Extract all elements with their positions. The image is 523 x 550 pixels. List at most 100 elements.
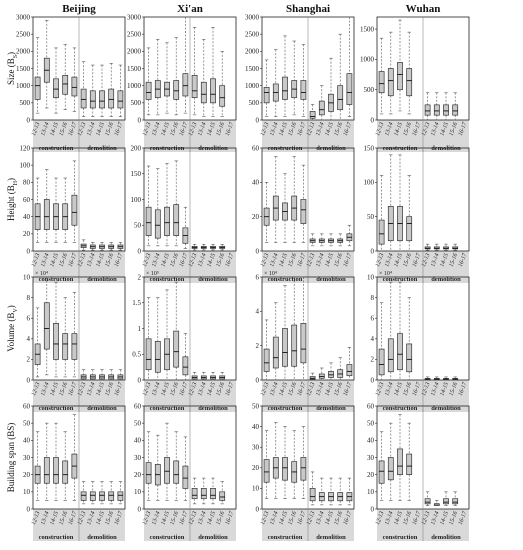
ytick-label-1-1-0: 0 [138, 247, 142, 255]
box-0-1-construction-4 [182, 16, 189, 114]
box-1-0-construction-4 [71, 160, 78, 243]
xtick-label-0-2-construction-3: 15-16 [288, 122, 298, 137]
box-1-1-construction-1 [154, 168, 161, 247]
box-2-2-construction-2 [282, 285, 288, 381]
box-2-2-demolition-3 [337, 357, 344, 381]
box-0-3-demolition-1 [433, 92, 440, 121]
box-1-0-demolition-3 [108, 242, 115, 251]
xtick-label-0-0-construction-1: 13-14 [39, 121, 50, 137]
multiplier-2-3: × 10⁴ [379, 271, 392, 277]
ytick-label-0-2-1: 500 [249, 99, 260, 107]
box-1-2-construction-2 [282, 173, 288, 243]
xtick-label-3-2-construction-1: 13-14 [268, 510, 279, 526]
ytick-label-1-0-6: 120 [20, 144, 31, 152]
xtick-label-2-1-demolition-4: 16-17 [225, 381, 236, 397]
box-1-3-construction-3 [406, 175, 413, 252]
group-label-construction-2-0: construction [39, 405, 74, 412]
box-1-2-construction-3 [291, 156, 298, 243]
box-body-0-1-construction-3 [173, 80, 180, 100]
box-0-2-construction-0 [263, 59, 270, 117]
xtick-label-1-1-construction-4: 16-17 [179, 252, 190, 268]
xtick-label-0-2-demolition-3: 15-16 [334, 122, 344, 137]
xtick-label-3-0-construction-4: 16-17 [68, 510, 79, 526]
box-body-1-0-construction-4 [71, 194, 78, 226]
box-body-2-2-construction-4 [300, 323, 307, 364]
ytick-label-3-3-5: 50 [367, 419, 375, 427]
box-2-1-construction-2 [164, 289, 170, 381]
xtick-label-3-2-construction-0: 12-13 [260, 511, 270, 526]
box-3-1-construction-0 [145, 431, 152, 501]
ytick-label-0-0-0: 0 [27, 116, 31, 124]
box-1-1-demolition-0 [191, 244, 198, 251]
ytick-label-1-1-4: 200 [131, 144, 142, 152]
box-1-0-construction-2 [53, 177, 59, 243]
xtick-label-3-2-construction-3: 15-16 [288, 511, 298, 526]
box-body-2-0-construction-4 [71, 333, 78, 360]
box-3-2-demolition-2 [328, 477, 334, 506]
box-2-1-construction-1 [154, 297, 161, 381]
box-0-2-demolition-1 [318, 85, 325, 121]
xtick-label-0-0-construction-4: 16-17 [68, 121, 79, 137]
box-body-0-3-demolition-3 [452, 104, 459, 116]
group-label-construction-2-2: construction [268, 405, 303, 412]
box-body-3-1-construction-2 [164, 457, 170, 484]
group-label-demolition-2-2: demolition [316, 405, 346, 412]
box-2-3-construction-1 [387, 281, 394, 381]
row-ylabel-sub-1: H [13, 180, 19, 185]
box-0-2-demolition-4 [346, 16, 353, 117]
box-3-3-demolition-2 [443, 491, 449, 506]
xtick-label-0-0-demolition-0: 12-13 [77, 122, 87, 137]
group-label-construction-0-3: construction [383, 145, 418, 152]
xtick-label-0-2-construction-1: 13-14 [268, 121, 279, 137]
box-1-3-construction-1 [387, 154, 394, 252]
box-body-3-0-demolition-4 [117, 491, 124, 501]
xtick-label-1-1-construction-2: 14-15 [160, 252, 171, 268]
ytick-label-3-0-0: 0 [27, 505, 31, 513]
box-1-3-construction-0 [378, 175, 385, 252]
box-3-0-demolition-3 [108, 481, 115, 505]
box-body-0-0-construction-0 [34, 76, 41, 100]
xtick-label-3-1-construction-3: 15-16 [170, 511, 180, 526]
xtick-label-1-0-construction-0: 12-13 [31, 253, 41, 268]
ytick-label-0-3-2: 1000 [360, 56, 375, 64]
box-body-1-1-construction-1 [154, 209, 161, 239]
xtick-label-0-2-demolition-0: 12-13 [306, 122, 316, 137]
box-body-3-0-demolition-0 [80, 491, 87, 501]
box-3-1-demolition-3 [219, 481, 226, 505]
box-1-2-demolition-3 [337, 233, 344, 247]
xtick-label-1-2-construction-3: 15-16 [288, 253, 298, 268]
box-1-2-demolition-4 [346, 224, 353, 247]
xtick-label-2-0-demolition-0: 12-13 [77, 382, 87, 397]
xtick-label-2-3-construction-4: 16-17 [412, 381, 423, 397]
ytick-label-1-3-2: 100 [364, 179, 375, 187]
ytick-label-1-3-0: 0 [371, 247, 375, 255]
ytick-label-0-1-1: 500 [131, 99, 142, 107]
ytick-label-2-1-0: 0 [138, 376, 142, 384]
box-0-2-demolition-2 [328, 57, 334, 121]
ytick-label-3-1-3: 30 [134, 454, 142, 462]
box-body-3-3-construction-3 [406, 453, 413, 476]
xtick-label-3-1-demolition-0: 12-13 [188, 511, 198, 526]
box-1-0-demolition-0 [80, 239, 87, 251]
ytick-label-2-2-0: 0 [256, 376, 260, 384]
box-1-3-demolition-2 [443, 243, 449, 251]
xtick-label-1-0-construction-3: 15-16 [59, 253, 69, 268]
xtick-label-0-0-demolition-4: 16-17 [114, 121, 125, 137]
box-body-3-1-demolition-1 [200, 488, 207, 500]
box-body-2-3-construction-0 [378, 348, 385, 376]
xtick-label-0-0-construction-2: 14-15 [49, 121, 60, 137]
xtick-label-0-3-construction-3: 15-16 [403, 122, 413, 137]
xtick-label-2-3-construction-1: 13-14 [383, 381, 394, 397]
ytick-label-3-3-4: 40 [367, 437, 375, 445]
box-body-3-0-construction-3 [62, 460, 69, 484]
xtick-label-0-1-construction-4: 16-17 [179, 121, 190, 137]
row-ylabel-sub-0: S [13, 55, 19, 58]
box-body-3-0-construction-2 [53, 457, 59, 484]
xtick-label-2-0-construction-0: 12-13 [31, 382, 41, 397]
box-0-0-demolition-2 [99, 64, 105, 117]
ytick-label-3-1-6: 60 [134, 402, 142, 410]
xtick-label-1-3-construction-4: 16-17 [412, 252, 423, 268]
box-0-1-construction-2 [164, 42, 170, 114]
box-3-2-demolition-1 [318, 477, 325, 506]
box-0-0-demolition-4 [117, 64, 124, 117]
